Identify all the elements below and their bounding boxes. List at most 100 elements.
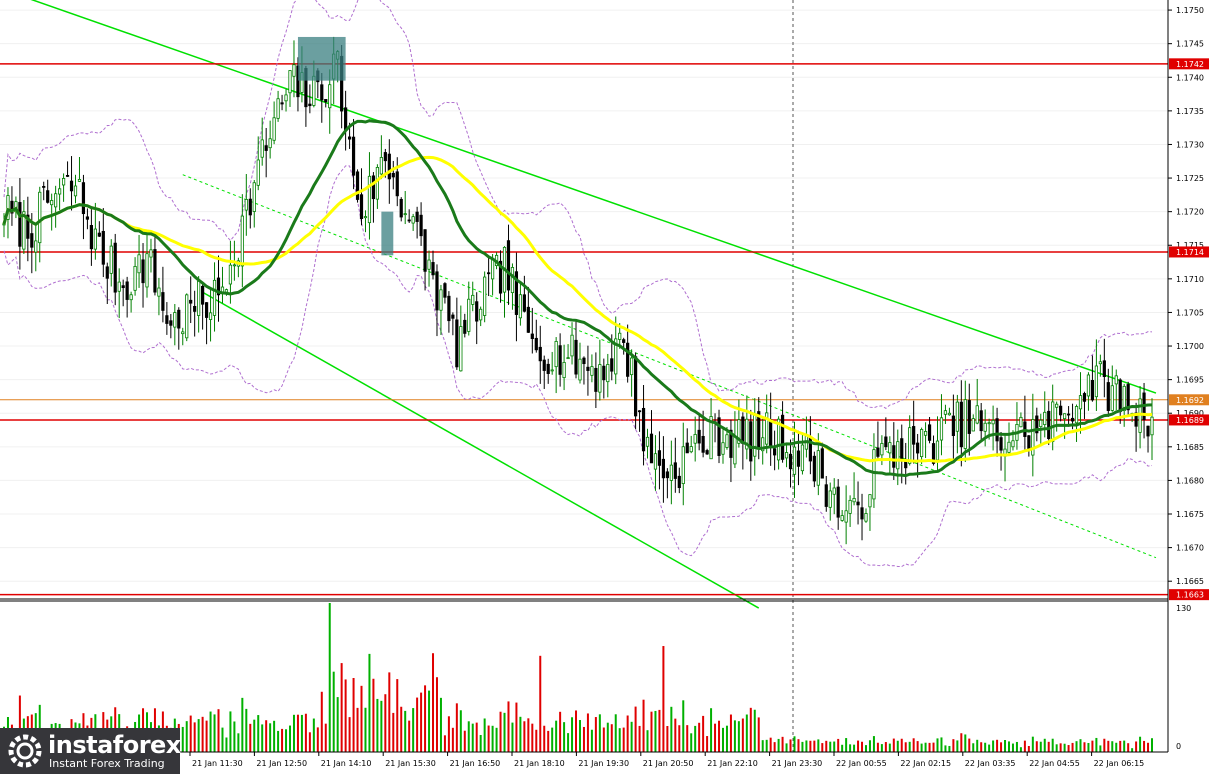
channel-lower-line [202, 291, 760, 609]
candle [920, 427, 924, 465]
candle [157, 277, 161, 316]
candle [204, 302, 209, 345]
candle-body [272, 117, 276, 141]
candle-body [18, 202, 22, 247]
candle [359, 168, 364, 226]
candle [729, 419, 733, 483]
candle [927, 416, 932, 444]
volume-bar [1143, 740, 1146, 752]
y-tick-label: 1.1680 [1176, 476, 1204, 485]
candle-body [1122, 385, 1126, 412]
volume-bar [487, 725, 490, 752]
candle-body [1063, 413, 1067, 420]
volume-tick-label: 0 [1176, 742, 1181, 751]
volume-bar [459, 710, 462, 752]
candle-body [546, 363, 550, 374]
candle-body [1150, 416, 1154, 436]
candle-body [399, 198, 403, 218]
candle-body [208, 312, 213, 320]
candle [836, 479, 840, 530]
candle [276, 90, 280, 122]
volume-bar [241, 697, 244, 752]
volume-bar [924, 742, 927, 752]
candle-body [328, 84, 332, 109]
candle-body [50, 200, 54, 206]
volume-bar [972, 743, 975, 752]
volume-bar [1027, 745, 1030, 752]
volume-bar [324, 723, 327, 752]
candle [256, 136, 260, 191]
volume-bar [257, 715, 260, 752]
candle-body [363, 216, 368, 219]
volume-bar [733, 720, 736, 752]
volume-bar [980, 742, 983, 752]
candle [117, 268, 121, 319]
candle [1134, 402, 1138, 452]
candle-body [971, 418, 975, 432]
volume-bar [944, 745, 947, 752]
volume-bar [1099, 745, 1102, 752]
volume-bar [845, 738, 848, 752]
candle [435, 264, 439, 337]
candle-body [951, 415, 955, 436]
volume-bar [368, 653, 371, 752]
candle [268, 120, 272, 159]
candle-body [606, 364, 610, 383]
volume-bar [1023, 740, 1026, 752]
candle-body [201, 285, 205, 305]
candle-body [610, 358, 614, 372]
candle [542, 355, 546, 389]
candle [58, 178, 62, 211]
candle-body [22, 211, 26, 250]
volume-bar [1011, 743, 1014, 752]
candle-body [463, 319, 467, 334]
volume-bar [888, 743, 891, 752]
candle [113, 233, 117, 306]
candle-body [125, 281, 129, 300]
candle-body [908, 427, 912, 464]
candle-body [248, 198, 252, 216]
volume-bar [443, 735, 446, 752]
candle-body [26, 214, 30, 239]
candle-body [483, 276, 487, 316]
volume-bar [706, 736, 709, 752]
candle [820, 442, 824, 479]
candle-body [447, 295, 451, 322]
volume-bar [761, 740, 764, 752]
volume-tick-label: 130 [1176, 604, 1191, 613]
volume-bar [181, 726, 184, 752]
x-tick-label: 21 Jan 14:10 [321, 759, 372, 768]
candle-body [252, 182, 256, 212]
candle-body [133, 266, 137, 291]
candle-body [149, 249, 153, 258]
time-axis: 21 Jan 11:30 21 Jan 12:50 21 Jan 14:10 21 J… [189, 752, 1144, 768]
candle-body [73, 185, 78, 197]
volume-bar [495, 727, 498, 752]
candle-body [999, 437, 1003, 451]
volume-bar [463, 730, 466, 752]
candle-body [260, 139, 264, 158]
candle-body [185, 294, 189, 339]
candle-body [709, 416, 713, 460]
volume-bar [614, 714, 617, 752]
candle-body [586, 366, 590, 371]
candle-body [554, 341, 558, 368]
candle [109, 239, 113, 287]
candle-body [38, 191, 42, 244]
candle-body [622, 339, 626, 343]
candle [622, 337, 626, 355]
volume-bar [1079, 739, 1082, 752]
volume-bar [1131, 748, 1134, 752]
candle-body [820, 448, 824, 479]
candle-body [1094, 365, 1098, 398]
candle [149, 238, 153, 273]
candle [630, 349, 634, 397]
volume-bar [352, 678, 355, 752]
volume-bar [404, 710, 407, 752]
price-tag: 1.1714 [1169, 246, 1209, 258]
candle [411, 213, 415, 231]
candle [912, 400, 916, 464]
volume-bar [658, 709, 661, 752]
candle-body [471, 294, 475, 305]
candle [860, 493, 864, 541]
